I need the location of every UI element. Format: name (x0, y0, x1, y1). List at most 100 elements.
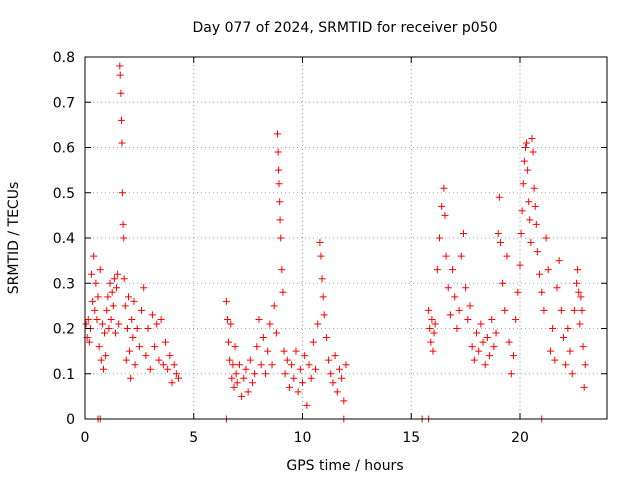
data-point (570, 306, 578, 314)
data-point (131, 361, 139, 369)
data-point (427, 338, 435, 346)
data-point (257, 361, 265, 369)
data-point (430, 329, 438, 337)
data-point (97, 356, 105, 364)
data-point (281, 370, 289, 378)
data-point (138, 306, 146, 314)
data-point (226, 356, 234, 364)
data-point (342, 361, 350, 369)
data-point (523, 139, 531, 147)
data-point (93, 315, 101, 323)
data-point (127, 374, 135, 382)
data-point (125, 293, 132, 301)
data-point (251, 370, 259, 378)
data-point (275, 180, 283, 188)
data-point (574, 266, 582, 274)
data-point (524, 166, 532, 174)
data-point (105, 325, 113, 332)
data-point (116, 71, 124, 79)
x-tick-label: 0 (81, 430, 90, 446)
data-point (464, 315, 472, 323)
data-point (166, 352, 174, 360)
data-point (146, 365, 154, 373)
data-point (579, 343, 587, 351)
data-point (303, 401, 311, 409)
data-point (521, 144, 529, 151)
data-point (331, 352, 339, 360)
data-point (431, 320, 439, 328)
x-tick-label: 5 (189, 430, 198, 446)
data-point (578, 306, 586, 314)
data-point (562, 361, 570, 369)
data-point (107, 315, 115, 323)
data-point (175, 374, 183, 382)
data-point (157, 315, 165, 323)
data-point (113, 284, 121, 292)
data-point (544, 266, 552, 274)
y-tick-label: 0.3 (53, 276, 75, 292)
data-point (120, 234, 128, 242)
data-point (84, 315, 92, 323)
data-point (470, 356, 478, 364)
data-point (309, 338, 317, 346)
data-point (140, 284, 148, 292)
data-point (88, 270, 96, 278)
data-point (115, 320, 123, 328)
data-point (314, 320, 322, 328)
data-point (222, 297, 230, 305)
data-point (495, 193, 503, 201)
data-point (320, 311, 328, 319)
data-point (555, 257, 563, 265)
data-point (520, 157, 528, 165)
data-point (285, 383, 293, 391)
data-point (335, 365, 343, 373)
data-point (164, 365, 172, 373)
data-point (496, 239, 504, 247)
data-point (288, 361, 296, 369)
data-point (455, 306, 463, 314)
data-point (114, 270, 122, 278)
data-point (242, 365, 250, 373)
data-point (116, 62, 124, 70)
data-point (161, 338, 169, 346)
data-point (225, 338, 233, 346)
data-point (542, 234, 550, 242)
data-point (126, 347, 134, 355)
data-point (268, 361, 276, 369)
data-point (110, 275, 118, 283)
data-point (275, 166, 283, 174)
data-point (276, 216, 284, 224)
data-point (499, 279, 507, 287)
data-point (90, 252, 98, 260)
data-point (223, 315, 231, 323)
data-point (92, 279, 100, 287)
data-point (564, 325, 572, 332)
data-point (525, 198, 533, 206)
data-point (85, 338, 93, 346)
data-point (235, 361, 243, 369)
data-point (108, 288, 116, 296)
data-point (557, 306, 565, 314)
y-axis-label: SRMTID / TECUs (6, 182, 22, 295)
data-point (106, 279, 114, 287)
data-point (231, 343, 239, 351)
data-point (514, 288, 522, 296)
data-point (505, 338, 513, 346)
data-point (272, 329, 280, 337)
y-tick-label: 0.6 (53, 141, 75, 157)
data-point (442, 252, 450, 260)
data-point (270, 302, 278, 310)
data-point (483, 334, 491, 342)
data-point (316, 239, 324, 247)
data-point (301, 352, 309, 360)
data-point (438, 202, 446, 210)
grid-layer (85, 57, 607, 419)
data-point (486, 352, 494, 360)
data-point (503, 252, 511, 260)
data-point (329, 379, 337, 387)
data-point (144, 325, 152, 332)
data-point (536, 270, 544, 278)
data-point (441, 211, 449, 219)
data-point (230, 383, 238, 391)
